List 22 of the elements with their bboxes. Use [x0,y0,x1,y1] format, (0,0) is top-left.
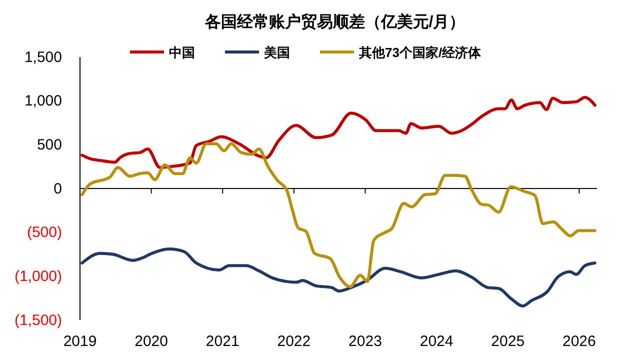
line-series [80,142,596,288]
y-tick-label: (1,000) [14,268,62,285]
x-tick-label: 2021 [206,333,240,350]
chart-title: 各国经常账户贸易顺差（亿美元/月） [204,12,466,31]
x-tick-label: 2023 [348,333,382,350]
x-tick-label: 2024 [420,333,454,350]
legend-label: 中国 [169,45,195,60]
y-tick-label: (500) [26,224,62,242]
y-tick-label: 1,000 [24,92,62,110]
line-series [80,247,596,308]
legend-label: 美国 [263,45,290,60]
legend-label: 其他73个国家/经济体 [358,45,482,60]
x-tick-label: 2022 [277,333,311,350]
y-tick-label: 500 [36,136,62,154]
x-tick-label: 2019 [63,333,97,350]
x-tick-label: 2025 [491,333,525,350]
y-tick-label: (1,500) [14,312,62,329]
x-tick-label: 2020 [134,333,168,350]
x-tick-label: 2026 [562,333,596,350]
y-tick-label: 1,500 [24,48,62,66]
y-tick-label: 0 [54,180,62,198]
line-series [80,96,596,169]
